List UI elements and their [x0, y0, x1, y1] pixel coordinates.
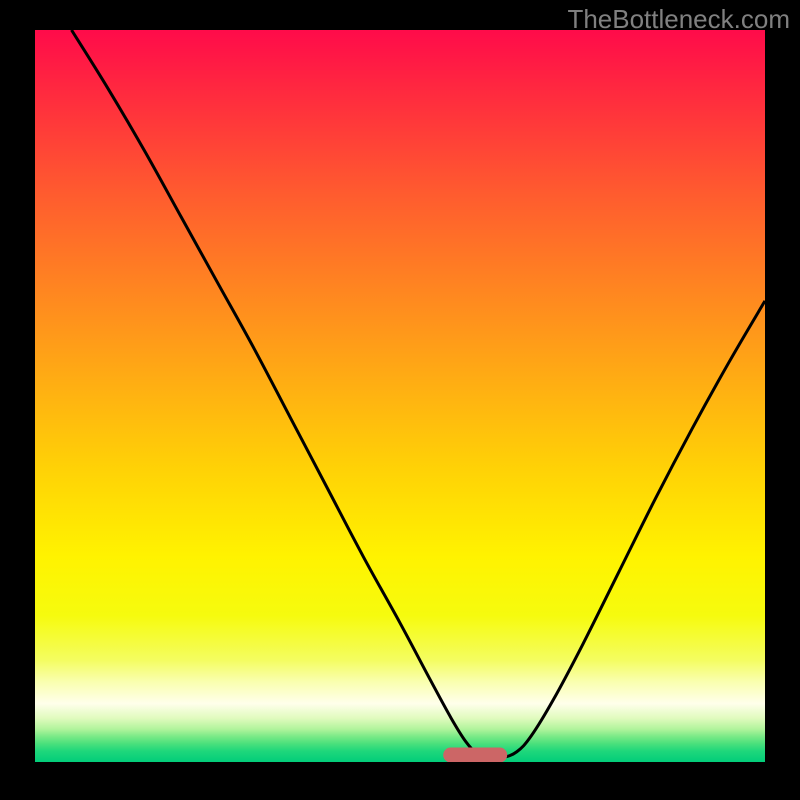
plot-area [35, 30, 765, 762]
optimal-marker [443, 748, 507, 763]
plot-background [35, 30, 765, 762]
chart-svg [35, 30, 765, 762]
chart-frame: TheBottleneck.com [0, 0, 800, 800]
